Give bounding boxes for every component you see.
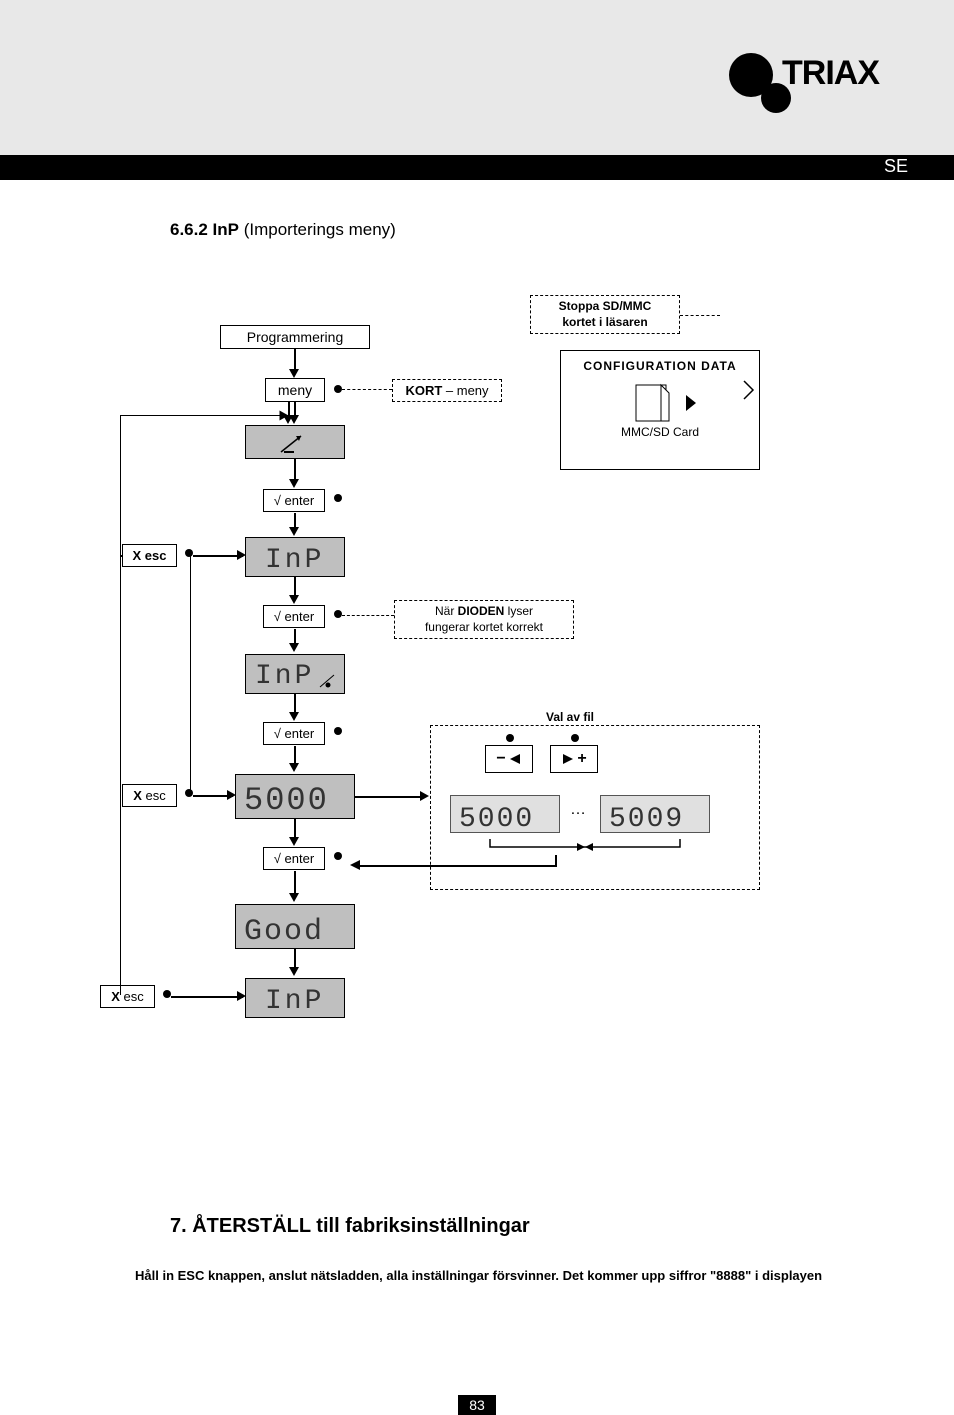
- svg-text:5009: 5009: [609, 804, 684, 832]
- factory-reset-text: Håll in ESC knappen, anslut nätsladden, …: [135, 1268, 884, 1285]
- black-bar: SE: [0, 155, 954, 180]
- svg-text:InP: InP: [255, 661, 314, 691]
- factory-reset-title: 7. ÅTERSTÄLL till fabriksinställningar: [170, 1215, 894, 1238]
- page-number: 83: [458, 1395, 496, 1415]
- seg-5009: 5009: [600, 795, 710, 833]
- svg-text:InP: InP: [265, 986, 324, 1014]
- svg-text:TRIAX: TRIAX: [782, 54, 880, 92]
- lang-code: SE: [884, 156, 908, 177]
- grey-display-1: [245, 425, 345, 459]
- esc-1: X esc: [122, 544, 177, 567]
- node-programmering: Programmering: [220, 325, 370, 349]
- section-title: 6.6.2 InP (Importerings meny): [170, 220, 894, 240]
- svg-text:InP: InP: [265, 545, 324, 573]
- plus-button[interactable]: +: [550, 745, 598, 773]
- dioden-note: När DIODEN lyser fungerar kortet korrekt: [394, 600, 574, 639]
- display-inp-1: InP: [245, 537, 345, 577]
- enter-4: √ enter: [263, 847, 325, 870]
- sd-card-box: CONFIGURATION DATA MMC/SD Card: [560, 350, 760, 470]
- svg-text:5000: 5000: [244, 782, 329, 817]
- minus-button[interactable]: −: [485, 745, 533, 773]
- enter-1: √ enter: [263, 489, 325, 512]
- display-5000: 5000: [235, 774, 355, 819]
- svg-text:Good: Good: [244, 915, 324, 947]
- enter-3: √ enter: [263, 722, 325, 745]
- header-band: TRIAX: [0, 0, 954, 155]
- display-inp-3: InP: [245, 978, 345, 1018]
- card-sub: MMC/SD Card: [561, 425, 759, 439]
- display-inp-2: InP: [245, 654, 345, 694]
- esc-2: X esc: [122, 784, 177, 807]
- esc-3: X esc: [100, 985, 155, 1008]
- flow-diagram: Stoppa SD/MMC kortet i läsaren CONFIGURA…: [90, 265, 810, 1165]
- node-meny: meny: [265, 378, 325, 402]
- seven-seg-icon: InP: [260, 541, 330, 573]
- dots-label: …: [570, 801, 586, 819]
- val-av-fil-label: Val av fil: [520, 710, 620, 724]
- seg-5000: 5000: [450, 795, 560, 833]
- enter-2: √ enter: [263, 605, 325, 628]
- stoppa-note: Stoppa SD/MMC kortet i läsaren: [530, 295, 680, 334]
- svg-text:5000: 5000: [459, 804, 534, 832]
- triax-logo: TRIAX: [719, 48, 899, 133]
- display-good: Good: [235, 904, 355, 949]
- card-config-title: CONFIGURATION DATA: [561, 359, 759, 373]
- kort-meny-note: KORT – meny: [392, 379, 502, 402]
- range-bracket-icon: [485, 837, 685, 857]
